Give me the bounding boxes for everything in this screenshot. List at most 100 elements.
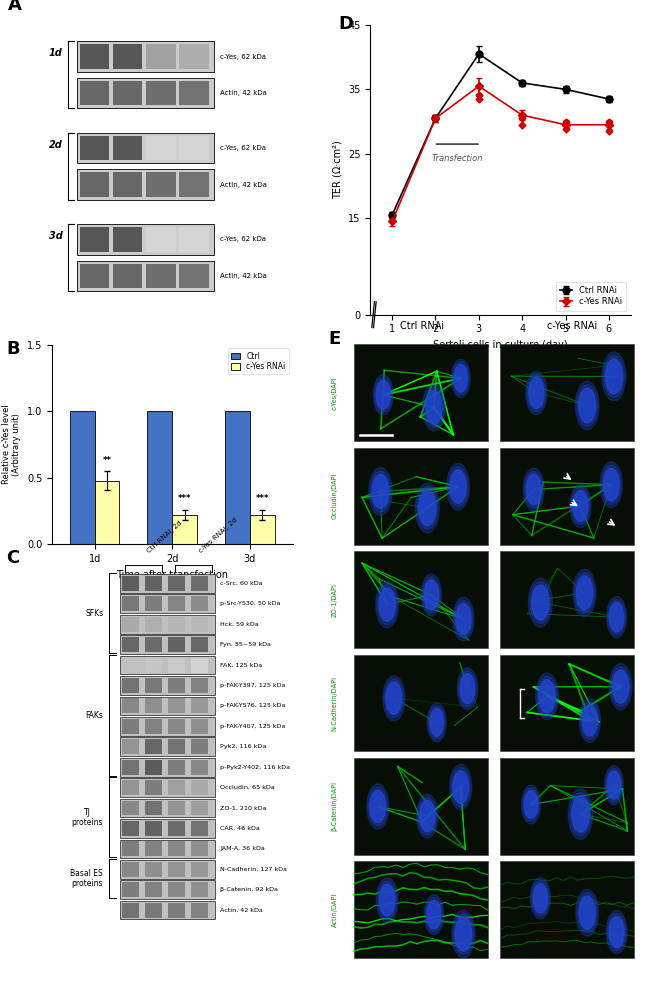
FancyBboxPatch shape: [145, 862, 162, 877]
Circle shape: [536, 673, 558, 719]
FancyBboxPatch shape: [145, 739, 162, 754]
Text: **: **: [103, 456, 112, 465]
Legend: Ctrl, c-Yes RNAi: Ctrl, c-Yes RNAi: [228, 349, 289, 374]
FancyBboxPatch shape: [354, 861, 488, 958]
FancyBboxPatch shape: [79, 227, 109, 252]
Circle shape: [428, 705, 445, 739]
Text: JAM-A, 36 kDa: JAM-A, 36 kDa: [220, 846, 265, 851]
FancyBboxPatch shape: [79, 264, 109, 288]
FancyBboxPatch shape: [191, 719, 208, 734]
FancyBboxPatch shape: [191, 862, 208, 877]
FancyBboxPatch shape: [112, 136, 142, 160]
Circle shape: [456, 603, 471, 634]
Text: p-FAK-Y576, 125 kDa: p-FAK-Y576, 125 kDa: [220, 703, 286, 708]
Text: Pyk2, 116 kDa: Pyk2, 116 kDa: [220, 744, 266, 749]
FancyBboxPatch shape: [120, 635, 214, 654]
FancyBboxPatch shape: [179, 264, 209, 288]
FancyBboxPatch shape: [191, 903, 208, 918]
FancyBboxPatch shape: [122, 903, 139, 918]
Text: c-Yes RNAi: c-Yes RNAi: [547, 322, 597, 332]
Circle shape: [575, 572, 594, 613]
FancyBboxPatch shape: [120, 758, 214, 776]
FancyBboxPatch shape: [500, 758, 634, 855]
FancyBboxPatch shape: [168, 903, 185, 918]
Circle shape: [453, 771, 469, 803]
Bar: [225, 412, 250, 544]
Text: CAR, 46 kDa: CAR, 46 kDa: [220, 826, 260, 831]
Circle shape: [573, 491, 588, 521]
Circle shape: [606, 768, 622, 802]
FancyBboxPatch shape: [112, 81, 142, 105]
FancyBboxPatch shape: [354, 345, 488, 442]
FancyBboxPatch shape: [191, 616, 208, 631]
FancyBboxPatch shape: [168, 596, 185, 611]
Circle shape: [582, 705, 597, 736]
FancyBboxPatch shape: [145, 575, 162, 590]
Circle shape: [605, 359, 623, 394]
Text: c-Src, 60 kDa: c-Src, 60 kDa: [220, 580, 263, 585]
X-axis label: Sertoli cells in culture (day): Sertoli cells in culture (day): [433, 340, 568, 350]
FancyBboxPatch shape: [191, 739, 208, 754]
FancyBboxPatch shape: [122, 780, 139, 795]
Circle shape: [609, 663, 632, 710]
Bar: [70, 412, 95, 544]
Circle shape: [608, 914, 625, 951]
Circle shape: [370, 471, 391, 511]
Text: B: B: [6, 340, 20, 358]
FancyBboxPatch shape: [120, 839, 214, 858]
FancyBboxPatch shape: [122, 841, 139, 856]
Circle shape: [572, 796, 590, 832]
Circle shape: [526, 372, 547, 415]
Circle shape: [450, 470, 466, 503]
Circle shape: [570, 485, 591, 527]
Circle shape: [609, 917, 624, 947]
Circle shape: [528, 578, 552, 627]
Circle shape: [602, 466, 621, 504]
FancyBboxPatch shape: [122, 596, 139, 611]
FancyBboxPatch shape: [120, 614, 214, 633]
FancyBboxPatch shape: [122, 759, 139, 774]
FancyBboxPatch shape: [122, 719, 139, 734]
FancyBboxPatch shape: [191, 637, 208, 652]
Circle shape: [448, 467, 468, 506]
Circle shape: [527, 375, 545, 412]
FancyBboxPatch shape: [168, 719, 185, 734]
FancyBboxPatch shape: [191, 780, 208, 795]
Circle shape: [523, 468, 544, 511]
FancyBboxPatch shape: [354, 758, 488, 855]
Circle shape: [424, 895, 444, 935]
FancyBboxPatch shape: [145, 800, 162, 815]
Circle shape: [568, 789, 593, 839]
FancyBboxPatch shape: [145, 596, 162, 611]
Circle shape: [380, 884, 395, 916]
FancyBboxPatch shape: [191, 821, 208, 836]
Circle shape: [573, 569, 596, 616]
FancyBboxPatch shape: [145, 719, 162, 734]
FancyBboxPatch shape: [146, 81, 176, 105]
Circle shape: [577, 385, 597, 427]
Legend: Ctrl RNAi, c-Yes RNAi: Ctrl RNAi, c-Yes RNAi: [556, 282, 627, 311]
Text: ***: ***: [255, 495, 269, 503]
Circle shape: [525, 790, 538, 818]
Text: Hck, 59 kDa: Hck, 59 kDa: [220, 621, 259, 626]
Circle shape: [611, 666, 630, 706]
Circle shape: [376, 381, 390, 410]
Text: Actin, 42 kDa: Actin, 42 kDa: [220, 182, 266, 188]
Circle shape: [374, 378, 391, 413]
Circle shape: [604, 356, 624, 398]
FancyBboxPatch shape: [168, 882, 185, 897]
FancyBboxPatch shape: [168, 800, 185, 815]
FancyBboxPatch shape: [79, 44, 109, 69]
Circle shape: [373, 375, 393, 415]
Circle shape: [454, 600, 473, 637]
Text: N-Cadherin/DAPI: N-Cadherin/DAPI: [332, 675, 338, 730]
Circle shape: [379, 587, 395, 621]
Circle shape: [453, 597, 474, 641]
Circle shape: [427, 703, 446, 742]
Circle shape: [577, 893, 597, 933]
Text: 1d: 1d: [49, 49, 62, 59]
FancyBboxPatch shape: [191, 575, 208, 590]
FancyBboxPatch shape: [77, 41, 214, 72]
Circle shape: [447, 464, 469, 509]
FancyBboxPatch shape: [191, 759, 208, 774]
